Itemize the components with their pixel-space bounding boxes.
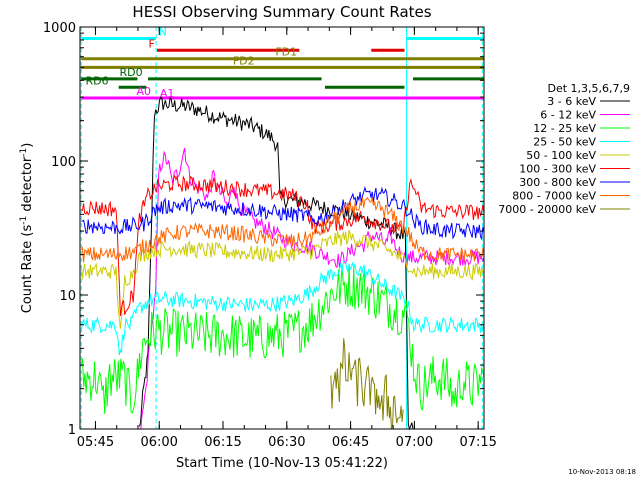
y-axis-label-middle: detector [20, 156, 35, 216]
series-line [80, 261, 485, 356]
x-tick-label: 07:00 [396, 435, 433, 450]
series-line [80, 264, 485, 415]
series-line [80, 196, 485, 264]
series-line [330, 338, 404, 430]
y-tick-label: 1000 [43, 21, 76, 36]
flag-label: RD6 [85, 74, 108, 87]
legend-label: 25 - 50 keV [533, 136, 596, 149]
series-layer [80, 96, 485, 431]
vertical-markers [80, 27, 483, 429]
y-axis-label: Count Rate (s-1 detector-1) [19, 143, 35, 314]
x-tick-label: 06:45 [332, 435, 369, 450]
y-tick-label: 1 [68, 423, 76, 438]
flag-label: A0 [137, 85, 152, 98]
legend-label: 100 - 300 keV [519, 163, 596, 176]
y-tick-label: 10 [59, 289, 76, 304]
legend-label: 50 - 100 keV [526, 149, 596, 162]
legend-label: 12 - 25 keV [533, 122, 596, 135]
x-tick-label: 06:30 [268, 435, 305, 450]
flag-label: N [159, 26, 167, 39]
legend-label: 6 - 12 keV [540, 109, 596, 122]
flag-bars: NF FD1 FD2 RD0 RD6 A0 A1 [81, 26, 484, 100]
plot-frame [79, 26, 485, 430]
chart-title: HESSI Observing Summary Count Rates [132, 3, 431, 21]
timestamp: 10-Nov-2013 08:18 [568, 468, 636, 476]
series-line [80, 174, 485, 316]
x-axis-label: Start Time (10-Nov-13 05:41:22) [176, 456, 388, 471]
series-line [81, 186, 485, 241]
flag-label: F [149, 37, 155, 50]
y-axis-label-exponent-1: -1 [19, 216, 29, 225]
x-tick-label: 07:15 [459, 435, 496, 450]
flag-label: RD0 [119, 66, 142, 79]
x-tick-label: 06:00 [140, 435, 177, 450]
x-tick-label: 06:15 [204, 435, 241, 450]
legend-label: 3 - 6 keV [547, 95, 596, 108]
legend-label: 7000 - 20000 keV [498, 203, 596, 216]
legend-label: 300 - 800 keV [519, 176, 596, 189]
series-line [80, 230, 485, 329]
flag-label: A1 [160, 87, 175, 100]
y-tick-label: 100 [51, 155, 76, 170]
axis-ticks: 05:45 06:00 06:15 06:30 06:45 07:00 07:15 1 10 10… [43, 21, 497, 450]
y-axis-label-exponent-2: -1 [19, 148, 29, 157]
legend-label: 800 - 7000 keV [512, 190, 596, 203]
legend-header: Det 1,3,5,6,7,9 [547, 82, 630, 95]
flag-label: FD2 [233, 54, 255, 67]
series-line [140, 147, 485, 430]
flag-label: FD1 [275, 46, 297, 59]
series-line [139, 96, 414, 431]
y-axis-label-end: ) [20, 143, 35, 148]
x-tick-label: 05:45 [77, 435, 114, 450]
y-axis-label-main: Count Rate (s [20, 225, 35, 314]
